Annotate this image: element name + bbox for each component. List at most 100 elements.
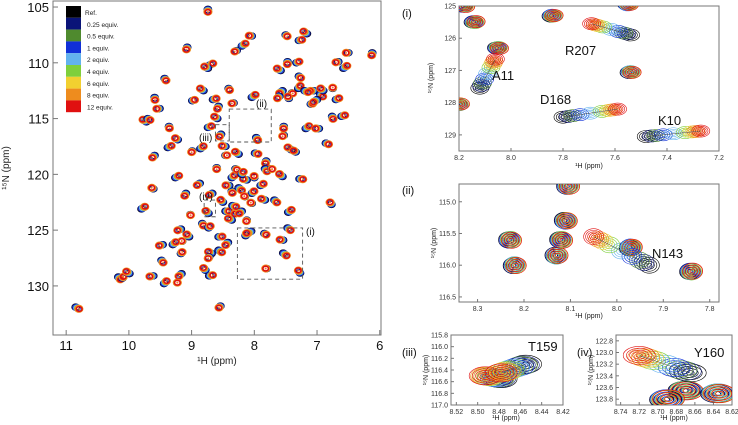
static-peak-contour bbox=[703, 384, 732, 403]
static-peak-contour bbox=[625, 6, 634, 8]
static-peak-contour bbox=[621, 239, 643, 256]
peak-contour bbox=[304, 89, 312, 96]
static-peak-contour bbox=[467, 17, 483, 28]
titration-peak-contour bbox=[567, 112, 578, 120]
static-peak-contour bbox=[683, 265, 700, 279]
peak-center bbox=[211, 274, 214, 277]
static-peak-contour bbox=[558, 184, 579, 194]
static-peak-contour bbox=[554, 234, 571, 247]
peak-center bbox=[289, 229, 292, 232]
legend-label: 4 equiv. bbox=[87, 69, 109, 76]
legend-label: 2 equiv. bbox=[87, 57, 109, 64]
peak-center bbox=[286, 35, 289, 38]
static-peak-contour bbox=[469, 16, 484, 27]
titration-peak-contour bbox=[488, 362, 522, 381]
peak-center bbox=[208, 194, 211, 197]
plot-frame bbox=[52, 0, 382, 336]
x-tick-label: 8.2 bbox=[454, 155, 464, 162]
peak-contour bbox=[145, 273, 154, 280]
peak-center bbox=[193, 98, 196, 101]
static-peak-contour bbox=[551, 13, 557, 18]
peak-center bbox=[281, 135, 284, 138]
peak-contour bbox=[199, 142, 208, 150]
peak-contour bbox=[199, 264, 207, 271]
titration-peak-contour bbox=[555, 112, 571, 122]
peak-center bbox=[212, 62, 215, 65]
static-peak-contour bbox=[563, 184, 574, 190]
static-peak-contour bbox=[621, 65, 640, 78]
titration-peak-contour bbox=[608, 102, 627, 116]
peak-contour bbox=[262, 265, 270, 272]
peak-center bbox=[180, 239, 183, 242]
titration-peak-contour bbox=[493, 366, 514, 378]
legend-swatch bbox=[66, 29, 81, 42]
titration-peak-contour bbox=[597, 237, 609, 246]
x-tick-label: 8.46 bbox=[514, 409, 528, 416]
peak-contour bbox=[254, 137, 262, 144]
peak-center bbox=[165, 279, 168, 282]
static-peak-contour bbox=[504, 256, 526, 274]
peak-contour bbox=[141, 203, 149, 210]
peak-contour bbox=[267, 165, 277, 174]
y-axis-title: ¹⁵N (ppm) bbox=[428, 63, 435, 94]
x-tick-label: 8.50 bbox=[471, 409, 485, 416]
y-tick-label: 123.0 bbox=[595, 350, 613, 357]
peak-center bbox=[278, 172, 281, 175]
peak-center bbox=[230, 102, 233, 105]
titration-peak-contour bbox=[665, 362, 683, 373]
y-tick-label: 116.6 bbox=[431, 379, 448, 386]
y-tick-label: 115.8 bbox=[431, 333, 448, 340]
peak-contour bbox=[329, 115, 337, 123]
y-tick-label: 123.6 bbox=[595, 385, 613, 392]
y-axis-title: ¹⁵N (ppm) bbox=[431, 228, 438, 259]
titration-peak-contour bbox=[487, 362, 520, 382]
static-peak-contour bbox=[492, 43, 507, 54]
titration-peak-contour bbox=[591, 20, 606, 31]
static-peak-contour bbox=[625, 6, 634, 8]
static-peak-contour bbox=[551, 251, 563, 261]
peak-center bbox=[291, 92, 294, 95]
y-axis-title: ¹⁵N (ppm) bbox=[588, 355, 595, 386]
titration-peak-contour bbox=[490, 364, 517, 380]
peak-contour bbox=[205, 191, 213, 199]
peak-contour bbox=[226, 87, 234, 94]
y-tick-label: 117.0 bbox=[431, 403, 448, 410]
static-peak-contour bbox=[664, 396, 673, 402]
peak-contour bbox=[182, 230, 191, 238]
static-peak-contour bbox=[557, 212, 578, 230]
titration-peak-contour bbox=[491, 367, 512, 379]
residue-label: T159 bbox=[528, 339, 558, 354]
peak-center bbox=[174, 240, 177, 243]
peak-center bbox=[199, 87, 202, 90]
peak-contour bbox=[173, 279, 181, 286]
titration-peak-contour bbox=[673, 363, 707, 383]
peak-contour bbox=[178, 248, 186, 256]
static-peak-contour bbox=[497, 46, 503, 51]
titration-peak-contour bbox=[610, 104, 626, 115]
peak-center bbox=[207, 257, 210, 260]
titration-peak-contour bbox=[496, 368, 511, 377]
static-peak-contour bbox=[558, 237, 565, 242]
peak-contour bbox=[297, 74, 305, 82]
peak-contour bbox=[316, 85, 325, 92]
y-tick-label: 110 bbox=[28, 56, 49, 71]
static-peak-contour bbox=[565, 184, 572, 188]
peak-center bbox=[220, 251, 223, 254]
legend-label: Ref. bbox=[85, 10, 97, 17]
peak-contour bbox=[247, 199, 255, 206]
static-peak-contour bbox=[505, 235, 516, 244]
titration-peak-contour bbox=[484, 363, 518, 383]
static-peak-contour bbox=[459, 102, 460, 106]
peak-center bbox=[220, 144, 223, 147]
peak-center bbox=[202, 266, 205, 269]
static-peak-contour bbox=[561, 216, 573, 225]
titration-peak-contour bbox=[504, 356, 538, 376]
titration-peak-contour bbox=[664, 360, 698, 380]
peak-center bbox=[264, 267, 267, 270]
static-peak-contour bbox=[626, 6, 628, 7]
peak-center bbox=[224, 184, 227, 187]
y-tick-label: 116.0 bbox=[439, 263, 456, 270]
legend-swatch bbox=[66, 88, 81, 101]
peak-center bbox=[155, 107, 158, 110]
peak-contour bbox=[200, 63, 208, 70]
